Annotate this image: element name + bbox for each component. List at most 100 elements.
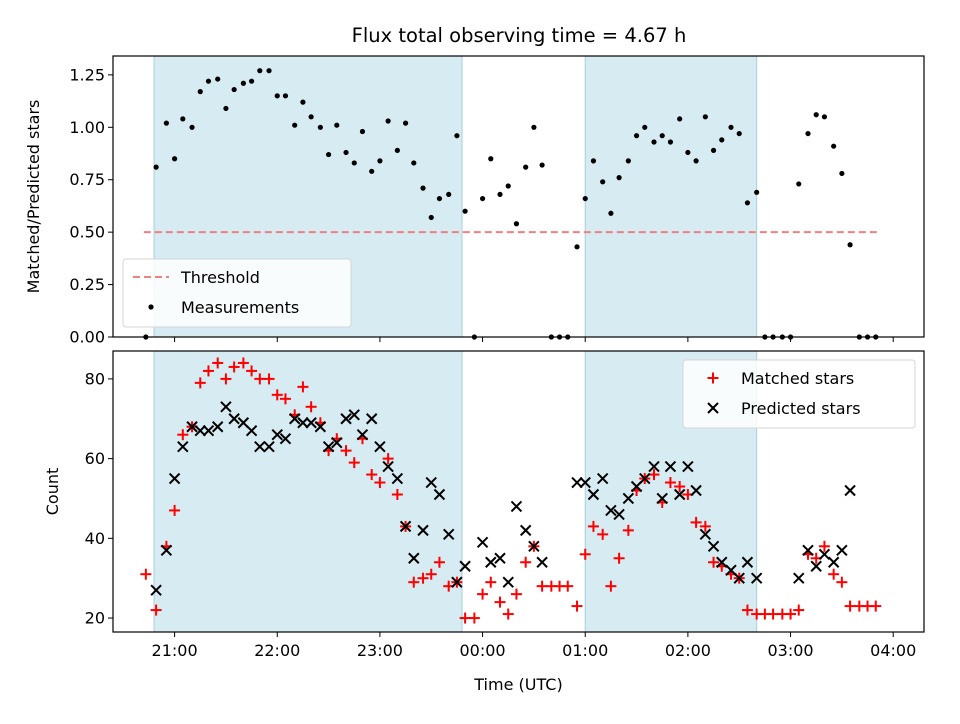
matched-stars-point: [870, 600, 882, 612]
measurement-point: [582, 195, 588, 202]
measurement-point: [394, 147, 400, 153]
matched-stars-point: [597, 528, 609, 540]
y-tick-label: 40: [85, 529, 105, 548]
measurement-point: [702, 114, 708, 120]
predicted-stars-point: [425, 476, 437, 489]
y-tick-label: 0.50: [69, 223, 105, 242]
predicted-stars-point: [707, 540, 720, 553]
predicted-stars-point: [279, 432, 292, 445]
predicted-stars-point: [202, 425, 215, 437]
predicted-stars-point: [356, 428, 369, 441]
measurement-point: [600, 179, 606, 185]
predicted-stars-point: [254, 440, 266, 453]
matched-stars-point: [664, 477, 676, 489]
predicted-stars-point: [442, 528, 455, 541]
predicted-stars-point: [220, 401, 232, 413]
matched-stars-point: [297, 381, 309, 393]
predicted-stars-point: [348, 409, 360, 421]
x-tick-label: 23:00: [357, 641, 403, 660]
matched-stars-point: [708, 556, 720, 568]
matched-stars-point: [212, 357, 224, 369]
predicted-stars-point: [194, 425, 206, 437]
predicted-stars-point: [459, 560, 471, 572]
measurement-point: [847, 242, 853, 248]
matched-stars-point: [605, 580, 617, 592]
matched-stars-point: [648, 469, 660, 481]
measurement-point: [744, 200, 751, 206]
matched-stars-point: [468, 612, 480, 624]
predicted-stars-point: [844, 484, 856, 497]
measurement-point: [153, 164, 159, 170]
matched-stars-point: [494, 596, 506, 608]
matched-stars-point: [417, 572, 429, 584]
matched-stars-point: [220, 373, 232, 385]
predicted-stars-point: [391, 472, 404, 485]
matched-stars-point: [459, 612, 471, 624]
count-y-axis-label: Count: [43, 468, 62, 516]
predicted-stars-point: [451, 576, 463, 588]
matched-stars-point: [536, 580, 548, 592]
predicted-stars-point: [802, 544, 814, 556]
matched-stars-point: [202, 365, 214, 377]
predicted-stars-point: [186, 421, 198, 433]
measurement-point: [436, 195, 443, 202]
measurement-point: [710, 147, 717, 153]
predicted-stars-point: [510, 500, 523, 513]
y-tick-label: 1.00: [69, 118, 105, 137]
measurement-point: [351, 160, 357, 166]
measurement-point: [659, 133, 665, 139]
predicted-stars-point: [664, 460, 677, 473]
measurement-point: [411, 160, 417, 166]
measurement-point: [446, 191, 452, 198]
measurement-point: [266, 68, 272, 74]
predicted-stars-point: [682, 460, 694, 473]
measurement-point: [805, 130, 811, 137]
predicted-stars-point: [818, 548, 831, 560]
measurement-point: [488, 156, 494, 162]
predicted-stars-point: [613, 508, 625, 521]
predicted-stars-point: [476, 536, 489, 549]
matched-stars-point: [510, 588, 522, 600]
predicted-stars-point: [177, 440, 189, 453]
measurement-point: [223, 105, 229, 112]
measurement-point: [420, 185, 426, 191]
y-tick-label: 0.00: [69, 328, 105, 347]
ratio-panel: 0.00 0.25 0.50 0.75 1.00 1.25 Matched/Predict…: [24, 55, 925, 347]
matched-stars-point: [690, 516, 702, 528]
chart-title: Flux total observing time = 4.67 h: [352, 24, 687, 47]
predicted-stars-point: [322, 440, 335, 453]
predicted-stars-point: [596, 472, 609, 485]
matched-stars-point: [844, 600, 856, 612]
measurement-point: [839, 170, 845, 177]
count-panel: 20 40 60 80 21:00 22:00 23:00 00:00 01:00 02:00 03…: [43, 350, 925, 694]
legend-label: Predicted stars: [741, 399, 861, 418]
matched-stars-point: [818, 540, 830, 552]
predicted-stars-point: [485, 556, 497, 568]
predicted-stars-point: [793, 572, 805, 584]
y-tick-label: 0.25: [69, 275, 105, 294]
predicted-stars-point: [579, 476, 591, 489]
x-tick-label: 22:00: [254, 641, 300, 660]
measurement-point: [428, 214, 434, 221]
matched-stars-point: [485, 576, 497, 588]
predicted-stars-point: [314, 421, 327, 433]
measurement-point: [197, 89, 203, 95]
measurement-point: [505, 183, 511, 189]
predicted-stars-point: [690, 484, 702, 497]
matched-stars-point: [271, 389, 283, 401]
measurement-point: [257, 68, 263, 74]
measurement-point: [189, 124, 195, 130]
measurement-point: [240, 80, 246, 86]
measurement-point: [667, 139, 674, 145]
measurement-point: [539, 162, 545, 168]
measurement-point: [454, 133, 460, 139]
measurement-point: [754, 189, 760, 195]
measurement-point: [325, 151, 332, 158]
predicted-stars-point: [263, 440, 275, 453]
measurement-point: [462, 208, 468, 214]
measurement-point: [479, 195, 486, 202]
x-tick-label: 21:00: [152, 641, 198, 660]
measurement-point: [642, 124, 648, 130]
matched-stars-point: [237, 357, 249, 369]
